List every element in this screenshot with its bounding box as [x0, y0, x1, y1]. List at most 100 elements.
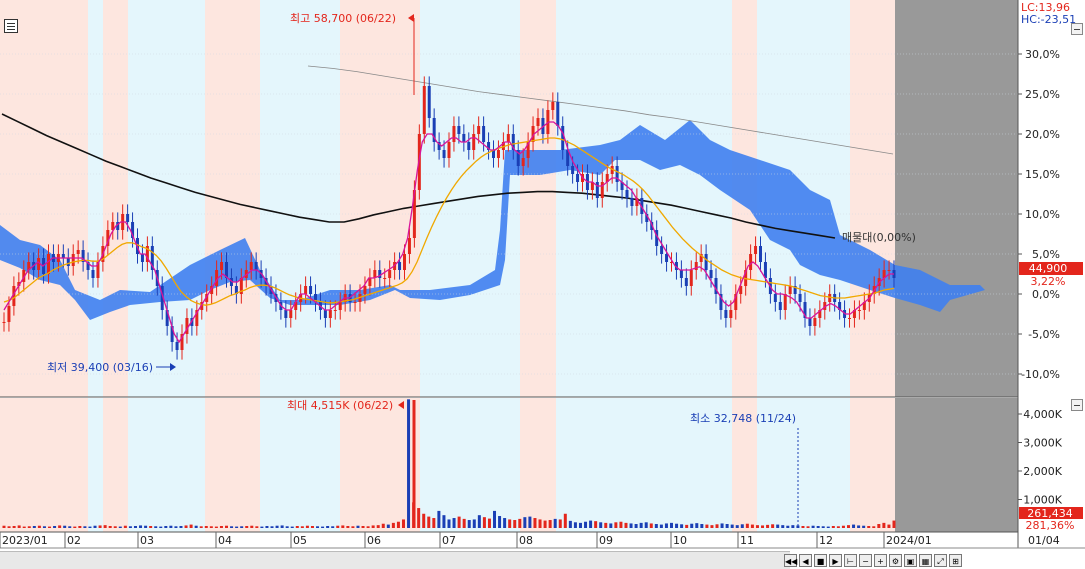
candle-body	[131, 222, 135, 238]
expand-icon[interactable]: ⊞	[949, 553, 962, 567]
volume-bar	[887, 524, 891, 528]
first-page-icon[interactable]: ◀◀	[784, 553, 797, 567]
scroll-track[interactable]	[0, 551, 790, 569]
vband-0	[0, 398, 88, 532]
candle-body	[185, 318, 189, 334]
collapse-price-icon[interactable]	[1071, 23, 1083, 35]
ma5-polyline	[3, 121, 894, 344]
collapse-volume-icon[interactable]	[1071, 399, 1083, 411]
future-zone	[895, 0, 1018, 532]
volume-bar	[659, 524, 663, 528]
candle-body	[630, 198, 634, 206]
volume-bar	[487, 518, 491, 528]
volume-bar	[139, 525, 143, 528]
candle-body	[412, 190, 416, 238]
candle-body	[605, 174, 609, 182]
stop-icon[interactable]: ■	[814, 553, 827, 567]
candle-body	[724, 310, 728, 318]
candle-body	[7, 306, 11, 322]
candle-body	[289, 310, 293, 318]
candle-body	[660, 246, 664, 254]
volume-bar	[735, 525, 739, 528]
vol-tick-label: 4,000K	[1023, 408, 1062, 421]
candle-body	[383, 278, 387, 279]
candle-body	[61, 254, 65, 258]
y-tick-label: -5,0%	[1028, 328, 1060, 341]
volume-bar	[841, 525, 845, 528]
volume-bar	[462, 518, 466, 528]
candle-body	[249, 262, 253, 270]
volume-bar	[417, 508, 421, 528]
candle-body	[852, 310, 856, 318]
zoom-in-icon[interactable]: +	[874, 553, 887, 567]
volume-bar	[133, 526, 137, 528]
volume-bar	[457, 516, 461, 528]
candle-body	[808, 318, 812, 326]
band-5	[260, 0, 340, 397]
high-label: 최고 58,700 (06/22)	[290, 12, 396, 25]
candle-body	[17, 282, 21, 286]
candle-body	[561, 126, 565, 150]
y-tick-label: -10,0%	[1021, 368, 1060, 381]
candle-body	[353, 302, 357, 303]
candle-body	[71, 254, 75, 266]
volume-bar	[846, 525, 850, 528]
candle-body	[294, 302, 298, 310]
volume-bar	[720, 523, 724, 528]
candle-body	[66, 258, 70, 266]
candle-body	[818, 310, 822, 318]
candle-body	[200, 302, 204, 310]
chart-menu-icon[interactable]	[4, 19, 18, 33]
candle-body	[699, 254, 703, 262]
vol-tick-label: 1,000K	[1023, 494, 1062, 507]
volume-bar	[477, 515, 481, 528]
next-icon[interactable]: ▶	[829, 553, 842, 567]
candle-body	[328, 310, 332, 318]
volume-bar	[634, 524, 638, 528]
band-1	[88, 0, 103, 397]
volume-bar	[179, 526, 183, 528]
date-right-label: 01/04	[1028, 534, 1060, 547]
prev-icon[interactable]: ◀	[799, 553, 812, 567]
volume-bar	[862, 525, 866, 528]
candle-body	[566, 150, 570, 166]
volume-bar	[285, 526, 289, 528]
candle-body	[126, 214, 130, 222]
x-axis-ticks: 2023/01 02 03 04 05 06 07 08 09 10 11 12 2024/01 01/0…	[0, 532, 1060, 548]
volume-bar	[169, 525, 173, 528]
candle-body	[314, 294, 317, 302]
volume-bar	[568, 520, 572, 528]
low-label: 최저 39,400 (03/16)	[47, 361, 153, 374]
volume-bar	[700, 524, 704, 528]
fit-icon[interactable]: ⤢	[934, 553, 947, 567]
volume-bar	[447, 519, 451, 528]
candle-body	[91, 270, 95, 278]
y-axis-ticks: 30,0% 25,0% 20,0% 15,0% 10,0% 5,0% 0,0% -5,0% -1…	[1018, 1, 1083, 381]
volume-bar	[310, 526, 314, 528]
mid-label: 매물대(0,00%)	[842, 231, 916, 244]
candle-body	[47, 254, 50, 274]
zoom-out-icon[interactable]: −	[859, 553, 872, 567]
volume-bar	[103, 525, 107, 528]
volume-bar	[801, 526, 805, 528]
candle-body	[215, 270, 219, 286]
volume-bar	[872, 526, 876, 528]
view-icon[interactable]: ▣	[904, 553, 917, 567]
settings-icon[interactable]: ⚙	[889, 553, 902, 567]
grid-icon[interactable]: ▦	[919, 553, 932, 567]
volume-bar	[356, 525, 360, 528]
candle-body	[472, 134, 476, 150]
volume-bar	[589, 520, 593, 528]
volume-bars	[2, 399, 896, 528]
candle-body	[788, 286, 792, 294]
volume-bar	[695, 523, 699, 528]
candle-body	[27, 262, 31, 270]
volume-bar	[867, 526, 871, 528]
volume-bar	[882, 522, 886, 528]
zoom-icon[interactable]: ⊢	[844, 553, 857, 567]
volume-bar	[98, 525, 102, 528]
volume-bar	[604, 522, 608, 528]
volume-bar	[624, 522, 628, 528]
volume-bar	[113, 526, 117, 528]
candle-body	[838, 302, 842, 310]
